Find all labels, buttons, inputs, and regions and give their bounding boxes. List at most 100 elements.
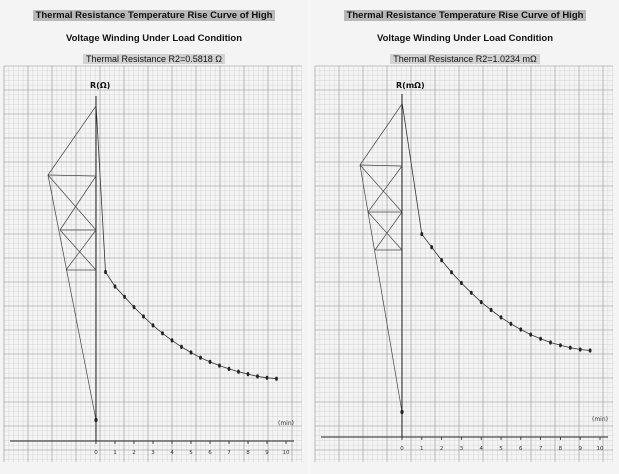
construction-line [59,229,97,271]
construction-line [359,164,403,413]
chart-subtitle: Thermal Resistance R2=1.0234 mΩ [311,54,619,64]
chart-title-line1-text: Thermal Resistance Temperature Rise Curv… [32,10,276,21]
chart-title-line2: Voltage Winding Under Load Condition [311,32,619,46]
construction-line [359,164,403,213]
chart-svg-right: 0 1 2 3 4 5 6 7 8 9 10 R(mΩ) (min) [314,65,613,462]
data-point [460,280,463,286]
construction-line [359,164,403,167]
x-tick-label: 6 [208,450,212,456]
data-point [189,350,193,355]
data-point [256,374,259,379]
data-point [559,343,562,348]
x-tick-label: 7 [539,446,543,452]
x-tick-label: 4 [170,450,174,456]
intercept-point [94,417,98,423]
data-point [539,336,542,341]
y-axis-label: R(Ω) [90,81,110,90]
x-tick-label: 0 [400,446,404,452]
chart-title-line1: Thermal Resistance Temperature Rise Curv… [311,9,619,23]
data-point [499,315,503,320]
data-point [151,323,155,328]
data-point [208,359,212,364]
chart-panel-left: Thermal Resistance Temperature Rise Curv… [0,0,308,474]
construction-line [47,105,97,176]
data-points [104,269,278,381]
x-axis-label: (min) [278,420,294,427]
data-point [218,363,221,368]
x-tick-label: 8 [559,446,563,452]
y-axis-label: R(mΩ) [396,81,425,90]
data-point [265,375,269,380]
data-point [420,232,424,237]
data-point [469,290,473,295]
data-point [549,340,552,345]
data-point [246,372,250,377]
data-points [420,232,592,353]
data-point [104,269,107,275]
construction-line [374,211,403,251]
data-point [237,369,240,374]
x-tick-label: 2 [440,446,444,452]
construction-line [47,174,97,421]
construction-line [59,175,97,231]
chart-subtitle-text: Thermal Resistance R2=0.5818 Ω [82,54,226,64]
data-point [227,366,231,371]
data-point [132,305,136,310]
chart-title-line2-text: Voltage Winding Under Load Condition [377,33,553,44]
chart-title-line2: Voltage Winding Under Load Condition [0,32,308,46]
x-tick-label: 6 [519,446,523,452]
x-tick-label: 9 [578,446,582,452]
x-axis-label: (min) [592,416,608,423]
x-ticks: 0 1 2 3 4 5 6 7 8 9 10 [94,441,290,456]
data-point [199,355,202,360]
x-tick-label: 0 [94,450,98,456]
data-point [578,347,582,352]
construction-line [367,165,403,213]
data-point [529,332,533,337]
data-point [440,258,443,263]
x-tick-label: 4 [479,446,483,452]
x-tick-label: 3 [460,446,464,452]
x-tick-label: 5 [189,450,193,456]
construction-line [359,103,403,166]
chart-title-line2-text: Voltage Winding Under Load Condition [66,33,242,44]
fitted-curve [95,103,277,380]
chart-title-line1: Thermal Resistance Temperature Rise Curv… [0,9,308,23]
x-tick-label: 9 [265,450,269,456]
data-point [479,300,483,305]
construction-line [65,229,97,271]
intercept-point [400,409,404,415]
data-point [588,348,592,353]
x-tick-label: 8 [246,450,250,456]
data-point [170,338,174,343]
grid [3,65,302,462]
x-tick-label: 3 [151,450,155,456]
data-point [509,321,513,326]
x-tick-label: 10 [597,446,604,452]
construction-line [47,174,97,177]
chart-subtitle-text: Thermal Resistance R2=1.0234 mΩ [390,54,540,64]
extrapolation-construction [47,105,98,423]
data-point [519,327,523,332]
data-point [568,345,572,350]
x-tick-label: 7 [227,450,231,456]
x-tick-label: 1 [113,450,117,456]
grid [314,65,613,462]
construction-line [367,211,403,251]
x-tick-label: 2 [132,450,136,456]
x-tick-label: 5 [499,446,503,452]
chart-svg-left: 0 1 2 3 4 5 6 7 8 9 10 R(Ω) (min) [3,65,302,462]
data-point [450,270,453,275]
x-tick-label: 1 [420,446,424,452]
data-point [123,294,126,299]
x-ticks: 0 1 2 3 4 5 6 7 8 9 10 [400,437,604,452]
x-tick-label: 10 [283,450,290,456]
data-point [161,331,164,336]
data-point [142,314,145,319]
data-point [113,284,117,289]
data-point [275,376,278,381]
chart-title-line1-text: Thermal Resistance Temperature Rise Curv… [343,10,587,21]
data-point [180,344,183,349]
extrapolation-construction [359,103,404,415]
